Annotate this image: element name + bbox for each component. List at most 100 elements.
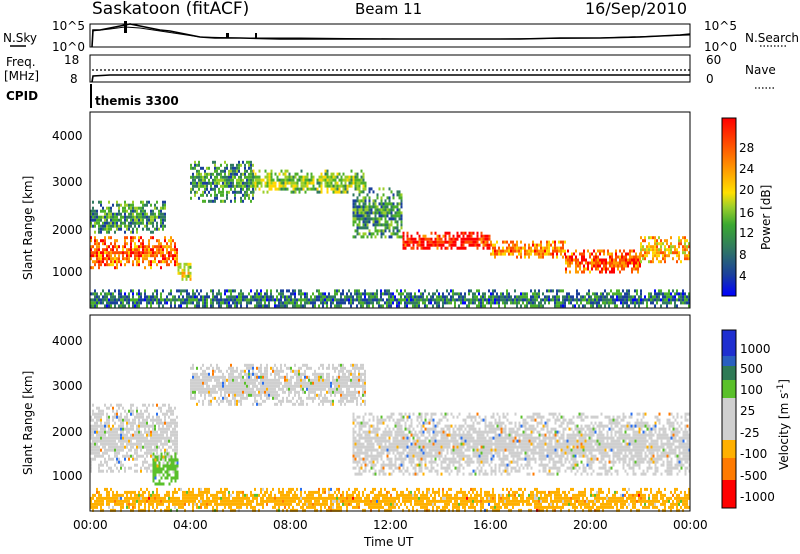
power-echo-cell [154, 295, 156, 299]
power-echo-cell [128, 257, 130, 261]
vel-echo-cell [372, 415, 375, 419]
power-echo-cell [583, 252, 585, 256]
power-echo-cell [680, 239, 682, 243]
vel-echo-cell [338, 390, 340, 394]
power-echo-cell [174, 260, 176, 264]
power-echo-cell [569, 264, 571, 268]
power-echo-cell [478, 289, 480, 293]
power-echo-cell [627, 261, 629, 265]
vel-echo-cell [170, 418, 172, 422]
power-echo-cell [380, 223, 383, 227]
vel-echo-cell [104, 442, 106, 446]
power-echo-cell [162, 212, 164, 216]
power-echo-cell [156, 206, 158, 210]
power-echo-cell [504, 301, 506, 305]
power-echo-cell [198, 184, 200, 188]
power-echo-cell [136, 254, 138, 258]
power-echo-cell [292, 292, 294, 296]
vel-echo-cell [172, 430, 174, 434]
power-echo-cell [656, 292, 658, 296]
vel-echo-cell [288, 387, 290, 391]
vel-echo-cell [268, 384, 270, 388]
power-echo-cell [284, 295, 286, 299]
power-echo-cell [296, 184, 299, 188]
power-echo-cell [356, 187, 359, 191]
vel-echo-cell [266, 387, 268, 391]
vel-echo-cell [274, 390, 276, 394]
power-echo-cell [154, 257, 156, 261]
vel-echo-cell [274, 393, 276, 397]
vel-echo-cell [284, 390, 286, 394]
power-echo-cell [358, 178, 361, 182]
power-echo-cell [224, 292, 226, 296]
power-echo-cell [352, 220, 355, 224]
vel-echo-cell [236, 375, 238, 379]
power-echo-cell [128, 251, 130, 255]
vel-echo-cell [212, 369, 214, 373]
vel-echo-cell [302, 402, 304, 406]
power-echo-cell [446, 240, 449, 244]
power-echo-cell [384, 217, 387, 221]
vel-echo-cell [224, 375, 226, 379]
power-echo-cell [180, 301, 182, 305]
vel-echo-cell [356, 366, 358, 370]
power-echo-cell [366, 235, 369, 239]
vel-echo-cell [94, 415, 96, 419]
vel-echo-cell [96, 445, 98, 449]
power-echo-cell [358, 298, 360, 302]
power-echo-cell [652, 295, 654, 299]
power-echo-cell [464, 231, 467, 235]
power-echo-cell [202, 181, 204, 185]
power-echo-cell [134, 248, 136, 252]
power-echo-cell [654, 245, 656, 249]
power-echo-cell [228, 301, 230, 305]
power-echo-cell [660, 242, 662, 246]
power-echo-cell [368, 295, 370, 299]
power-echo-cell [102, 215, 104, 219]
power-echo-cell [522, 292, 524, 296]
power-echo-cell [262, 190, 265, 194]
power-echo-cell [558, 304, 560, 308]
power-echo-cell [595, 252, 597, 256]
power-echo-cell [410, 237, 413, 241]
power-echo-cell [583, 249, 585, 253]
power-echo-cell [306, 298, 308, 302]
power-echo-cell [156, 295, 158, 299]
power-echo-cell [392, 196, 395, 200]
vel-echo-cell [248, 393, 250, 397]
power-echo-cell [154, 215, 156, 219]
vel-echo-cell [102, 442, 104, 446]
power-echo-cell [526, 301, 528, 305]
vel-echo-cell [360, 427, 363, 431]
power-echo-cell [678, 251, 680, 255]
power-echo-cell [114, 266, 116, 270]
vel-echo-cell [240, 372, 242, 376]
power-echo-cell [198, 292, 200, 296]
power-echo-cell [608, 301, 610, 305]
vel-echo-cell [158, 470, 161, 474]
power-echo-cell [246, 160, 248, 164]
power-echo-cell [114, 245, 116, 249]
vel-echo-cell [172, 418, 174, 422]
power-echo-cell [214, 295, 216, 299]
power-echo-cell [392, 232, 395, 236]
power-echo-cell [136, 251, 138, 255]
vel-echo-cell [138, 427, 140, 431]
power-echo-cell [595, 264, 597, 268]
vel-echo-cell [366, 442, 369, 446]
power-echo-cell [146, 257, 148, 261]
power-echo-cell [378, 187, 381, 191]
power-echo-cell [142, 242, 144, 246]
power-echo-cell [621, 258, 623, 262]
power-echo-cell [522, 295, 524, 299]
power-echo-cell [244, 169, 246, 173]
power-echo-cell [206, 295, 208, 299]
vel-echo-cell [238, 390, 240, 394]
vel-echo-cell [100, 448, 102, 452]
vel-echo-cell [146, 469, 148, 473]
power-echo-cell [662, 257, 664, 261]
power-echo-cell [652, 298, 654, 302]
power-echo-cell [434, 292, 436, 296]
vel-echo-cell [164, 476, 167, 480]
power-echo-cell [186, 289, 188, 293]
